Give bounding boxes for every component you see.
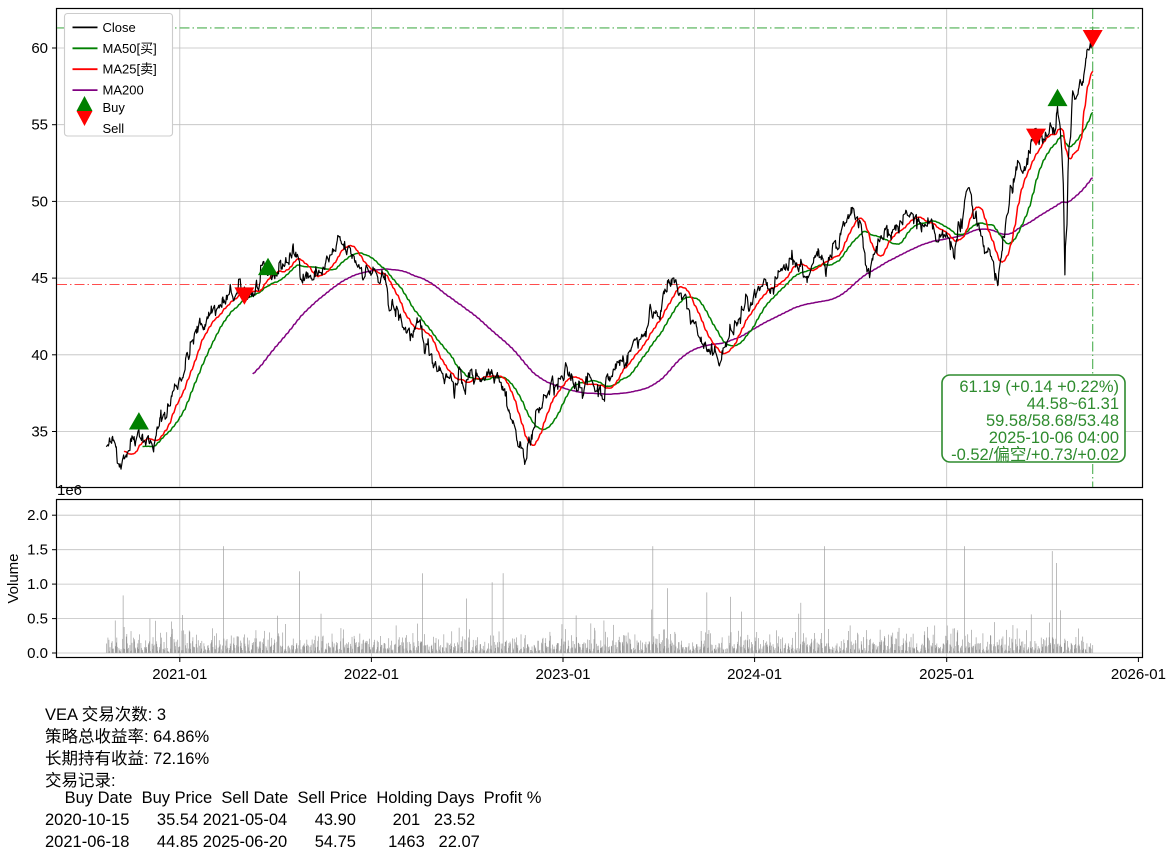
svg-text:2021-01: 2021-01 (152, 666, 207, 683)
svg-text:2022-01: 2022-01 (344, 666, 399, 683)
svg-text:1.5: 1.5 (27, 542, 48, 559)
svg-text:45: 45 (31, 270, 48, 287)
svg-text:55: 55 (31, 117, 48, 134)
svg-text:2024-01: 2024-01 (727, 666, 782, 683)
svg-text:1.0: 1.0 (27, 576, 48, 593)
svg-text:59.58/58.68/53.48: 59.58/58.68/53.48 (986, 412, 1119, 430)
svg-text:2025-01: 2025-01 (919, 666, 974, 683)
svg-text:50: 50 (31, 193, 48, 210)
svg-text:MA25[卖]: MA25[卖] (103, 62, 157, 77)
svg-text:2025-10-06 04:00: 2025-10-06 04:00 (989, 429, 1119, 447)
svg-text:2.0: 2.0 (27, 507, 48, 524)
svg-text:Buy: Buy (103, 100, 126, 115)
svg-text:Sell: Sell (103, 121, 125, 136)
svg-text:-0.52/偏空/+0.73/+0.02: -0.52/偏空/+0.73/+0.02 (951, 445, 1119, 464)
svg-text:61.19 (+0.14 +0.22%): 61.19 (+0.14 +0.22%) (959, 378, 1119, 396)
svg-text:Close: Close (103, 20, 136, 35)
svg-text:35: 35 (31, 424, 48, 441)
svg-text:44.58~61.31: 44.58~61.31 (1027, 395, 1119, 413)
svg-text:MA50[买]: MA50[买] (103, 41, 157, 56)
svg-text:0.5: 0.5 (27, 611, 48, 628)
svg-text:60: 60 (31, 40, 48, 57)
svg-text:2026-01: 2026-01 (1111, 666, 1166, 683)
svg-text:2023-01: 2023-01 (535, 666, 590, 683)
svg-text:0.0: 0.0 (27, 645, 48, 662)
svg-text:1e6: 1e6 (57, 482, 82, 499)
svg-text:MA200: MA200 (103, 83, 144, 98)
svg-text:40: 40 (31, 347, 48, 364)
svg-text:Volume: Volume (5, 553, 22, 603)
